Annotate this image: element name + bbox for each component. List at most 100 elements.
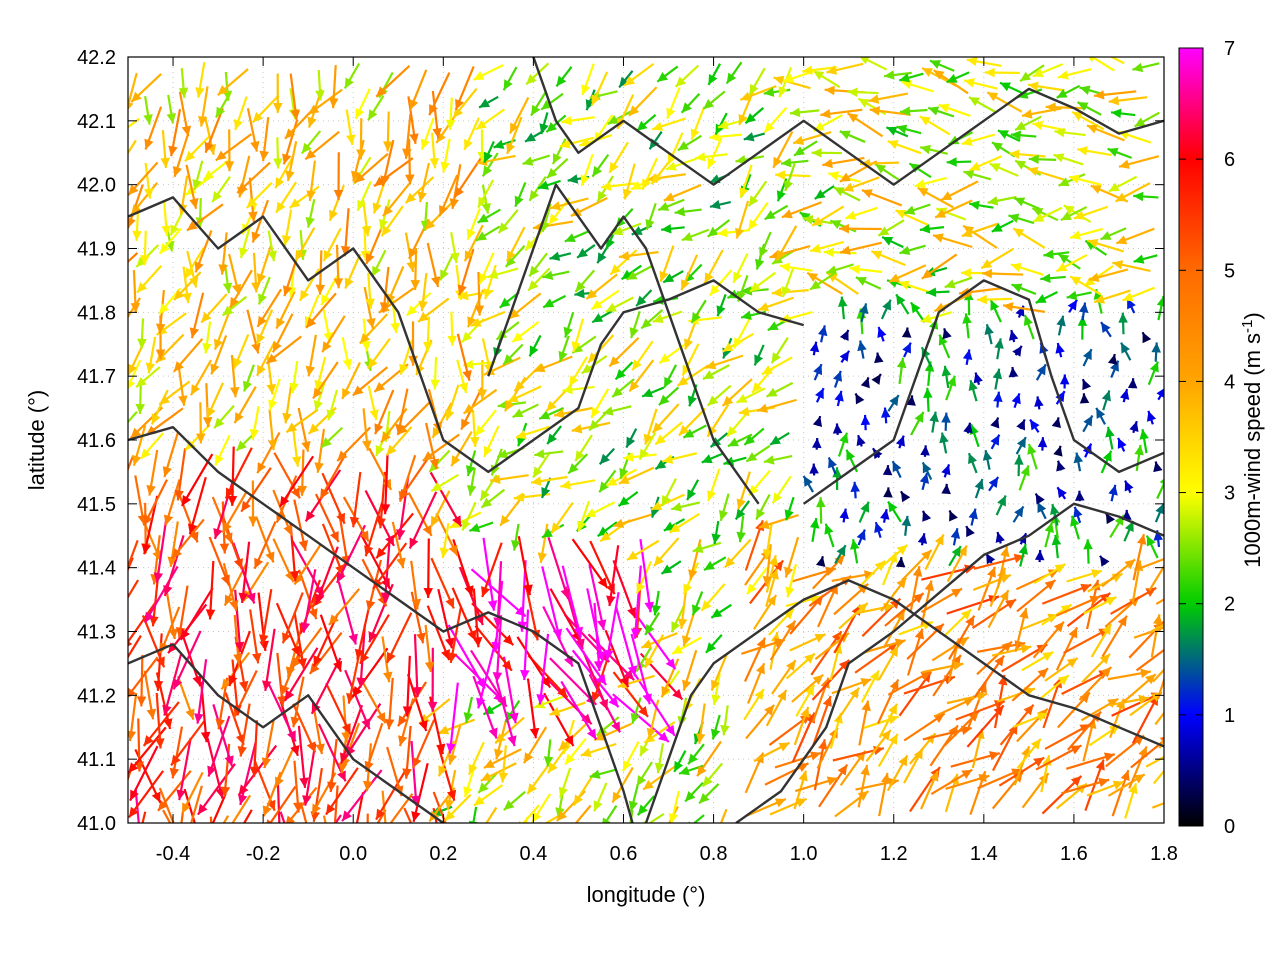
- wind-arrow-head: [185, 267, 195, 279]
- wind-arrow-head: [175, 627, 186, 638]
- wind-arrow-head: [839, 432, 849, 444]
- wind-arrow-head: [130, 789, 139, 801]
- terrain-contour-line: [735, 502, 1164, 823]
- wind-arrow-head: [1139, 429, 1149, 440]
- wind-arrow-head: [506, 250, 516, 262]
- wind-arrow-shaft: [128, 579, 140, 600]
- wind-arrow-head: [701, 454, 713, 464]
- wind-arrow-head: [627, 550, 638, 560]
- wind-arrow-head: [273, 102, 283, 113]
- wind-arrow-head: [920, 314, 932, 324]
- y-tick-label: 41.7: [77, 366, 116, 388]
- wind-arrow-shaft: [406, 673, 428, 732]
- wind-arrow-head: [409, 537, 419, 549]
- terrain-contour-line: [128, 643, 444, 823]
- wind-arrow-head: [914, 411, 924, 423]
- wind-arrow-shaft: [574, 804, 592, 823]
- wind-arrow-head: [672, 688, 683, 700]
- wind-arrow-head: [173, 361, 184, 372]
- wind-arrow-head: [1011, 393, 1021, 405]
- wind-arrow-head: [402, 768, 412, 779]
- wind-arrow-head: [602, 406, 614, 416]
- wind-arrow-head: [225, 487, 235, 499]
- wind-arrow-head: [359, 530, 369, 542]
- wind-arrow-head: [361, 225, 372, 237]
- wind-arrow-shaft: [437, 588, 453, 649]
- wind-arrow-head: [483, 151, 493, 163]
- wind-arrow-head: [1077, 146, 1088, 156]
- wind-arrow-head: [834, 390, 844, 402]
- wind-arrow-head: [988, 477, 999, 488]
- wind-arrow-head: [341, 732, 351, 743]
- wind-arrow-head: [798, 770, 808, 782]
- wind-arrow-head: [860, 764, 870, 776]
- wind-arrow-head: [1082, 379, 1092, 391]
- wind-arrow-head: [896, 544, 908, 556]
- wind-arrow-head: [463, 403, 475, 414]
- wind-arrow-head: [837, 764, 848, 776]
- wind-arrow-head: [1107, 354, 1118, 365]
- wind-arrow-head: [128, 184, 139, 196]
- wind-arrow-head: [529, 189, 539, 201]
- wind-arrow-shaft: [582, 650, 609, 711]
- wind-arrow-head: [349, 516, 360, 528]
- wind-arrow-head: [968, 508, 978, 520]
- wind-arrow-head: [1100, 231, 1112, 240]
- colorbar-title: 1000m-wind speed (m s-1): [1239, 312, 1265, 567]
- wind-arrow-head: [901, 327, 912, 338]
- wind-arrow-head: [469, 523, 481, 533]
- wind-arrow-head: [176, 789, 186, 801]
- wind-arrow-head: [1090, 185, 1102, 194]
- wind-arrow-head: [949, 510, 958, 522]
- wind-arrow-head: [651, 501, 663, 510]
- wind-arrow-head: [314, 379, 324, 391]
- wind-arrow-head: [1074, 210, 1085, 220]
- wind-arrow-head: [722, 395, 734, 406]
- wind-arrow-head: [627, 607, 637, 618]
- wind-arrow-head: [1107, 147, 1119, 157]
- wind-arrow-head: [875, 164, 887, 174]
- wind-arrow-head: [374, 423, 384, 435]
- wind-arrow-head: [1118, 159, 1130, 169]
- wind-arrow-head: [558, 786, 568, 798]
- wind-arrow-head: [273, 158, 283, 169]
- wind-arrow-shaft: [477, 637, 498, 709]
- wind-arrow-head: [557, 687, 568, 698]
- wind-arrow-head: [354, 648, 365, 660]
- wind-arrow-shaft: [472, 675, 498, 739]
- wind-arrow-head: [1058, 177, 1070, 187]
- wind-arrow-head: [532, 811, 542, 823]
- wind-arrow-head: [964, 78, 975, 88]
- wind-arrow-head: [214, 417, 225, 429]
- wind-arrow-head: [613, 518, 625, 528]
- wind-arrow-head: [580, 747, 592, 758]
- wind-arrow-head: [215, 150, 227, 161]
- wind-arrow-head: [917, 533, 928, 544]
- wind-arrow-head: [520, 669, 530, 681]
- wind-arrow-shaft: [522, 804, 540, 823]
- wind-arrow-head: [857, 340, 867, 352]
- wind-arrow-head: [778, 742, 790, 752]
- wind-arrow-head: [746, 452, 758, 462]
- wind-arrow-head: [144, 611, 154, 623]
- wind-arrow-head: [202, 416, 213, 428]
- wind-arrow-head: [762, 576, 773, 587]
- wind-arrow-head: [611, 721, 621, 733]
- wind-arrow-head: [645, 624, 655, 635]
- colorbar-ticks: 0 1 2 3 4 5 6 7: [1179, 38, 1235, 838]
- wind-arrow-shaft: [128, 252, 139, 264]
- wind-arrow-head: [463, 712, 474, 723]
- wind-arrow-head: [348, 633, 358, 645]
- wind-arrow-head: [236, 440, 247, 451]
- wind-arrow-head: [201, 311, 212, 323]
- wind-arrow-head: [629, 380, 640, 392]
- wind-arrow-head: [818, 739, 828, 750]
- wind-arrow-head: [874, 522, 884, 534]
- wind-arrow-head: [380, 592, 391, 603]
- wind-arrow-head: [1078, 302, 1089, 313]
- wind-arrow-head: [552, 628, 563, 640]
- wind-arrow-head: [475, 677, 485, 689]
- wind-arrow-head: [291, 456, 302, 467]
- wind-arrow-head: [718, 510, 729, 521]
- wind-arrow-head: [507, 735, 517, 747]
